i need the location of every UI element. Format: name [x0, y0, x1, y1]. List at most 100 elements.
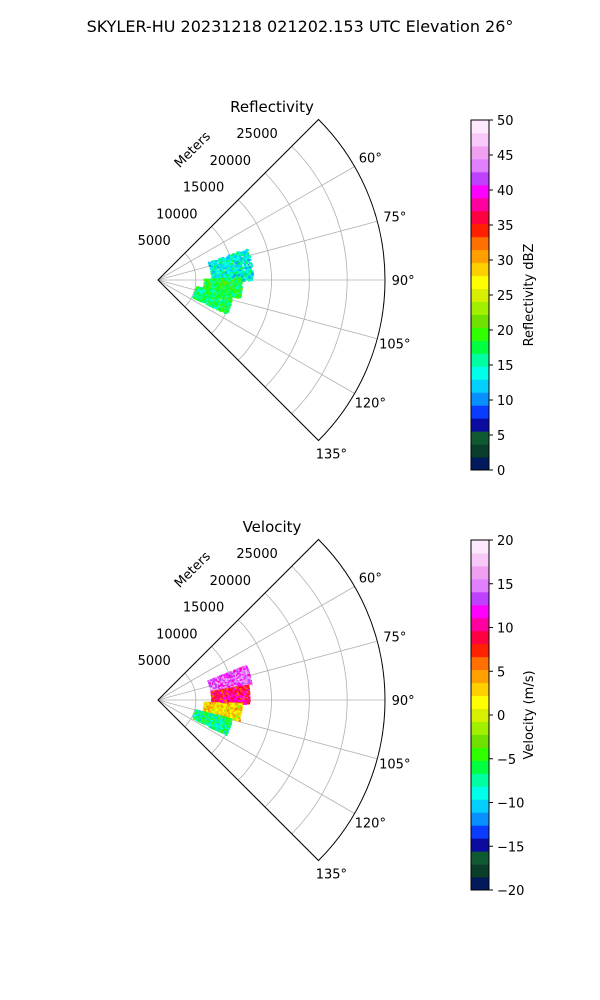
- echo-pixel: [223, 311, 226, 314]
- echo-pixel: [234, 291, 237, 294]
- echo-pixel: [226, 678, 229, 680]
- echo-pixel: [251, 275, 254, 278]
- echo-pixel: [224, 265, 227, 268]
- colorbar-segment: [471, 353, 489, 367]
- echo-pixel: [199, 287, 202, 290]
- colorbar-segment: [471, 132, 489, 147]
- echo-pixel: [234, 687, 237, 690]
- echo-pixel: [247, 270, 250, 273]
- echo-pixel: [202, 297, 205, 300]
- echo-pixel: [238, 686, 241, 689]
- echo-pixel: [216, 687, 219, 690]
- echo-pixel: [228, 301, 231, 304]
- echo-pixel: [240, 695, 243, 698]
- colorbar-tick-label: 45: [497, 149, 514, 164]
- echo-pixel: [231, 672, 234, 675]
- echo-pixel: [226, 296, 229, 299]
- plot-title: Reflectivity: [230, 98, 314, 116]
- colorbar-segment: [471, 120, 489, 134]
- echo-pixel: [229, 294, 232, 297]
- echo-pixel: [220, 290, 223, 293]
- echo-pixel: [239, 677, 242, 680]
- echo-pixel: [247, 252, 249, 255]
- colorbar-segment: [471, 444, 489, 458]
- echo-pixel: [211, 698, 214, 701]
- echo-pixel: [245, 253, 248, 256]
- echo-pixel: [227, 279, 230, 282]
- colorbar-segment: [471, 431, 489, 445]
- echo-pixel: [235, 256, 238, 258]
- echo-pixel: [225, 692, 228, 695]
- echo-pixel: [195, 297, 198, 300]
- echo-pixel: [208, 289, 211, 292]
- echo-pixel: [232, 688, 235, 691]
- echo-pixel: [243, 279, 246, 282]
- echo-pixel: [250, 279, 253, 282]
- colorbar-tick-label: 10: [497, 394, 514, 409]
- echo-pixel: [234, 702, 237, 705]
- echo-pixel: [211, 260, 213, 263]
- theta-tick-label: 60°: [359, 151, 382, 166]
- echo-pixel: [241, 702, 244, 705]
- echo-pixel: [232, 292, 234, 295]
- colorbar-segment: [471, 340, 489, 354]
- echo-pixel: [238, 289, 241, 292]
- echo-pixel: [248, 693, 251, 696]
- echo-pixel: [208, 262, 211, 265]
- echo-pixel: [224, 299, 227, 302]
- echo-pixel: [229, 266, 232, 269]
- echo-pixel: [230, 685, 233, 688]
- echo-pixel: [240, 257, 243, 260]
- echo-pixel: [222, 294, 225, 297]
- radial-tick-label: 25000: [236, 127, 277, 142]
- echo-pixel: [240, 697, 243, 700]
- echo-pixel: [223, 264, 226, 267]
- echo-pixel: [217, 304, 220, 307]
- echo-pixel: [238, 277, 241, 280]
- echo-pixel: [243, 668, 246, 671]
- echo-pixel: [217, 298, 220, 301]
- echo-pixel: [223, 275, 226, 277]
- echo-pixel: [224, 693, 227, 696]
- echo-pixel: [222, 690, 225, 693]
- echo-pixel: [198, 299, 201, 302]
- echo-pixel: [234, 292, 237, 295]
- echo-pixel: [239, 271, 241, 274]
- echo-pixel: [213, 286, 216, 289]
- echo-pixel: [240, 274, 243, 277]
- echo-pixel: [222, 677, 225, 680]
- echo-pixel: [250, 277, 253, 280]
- echo-pixel: [213, 693, 216, 696]
- echo-pixel: [230, 280, 233, 283]
- echo-pixel: [219, 289, 222, 292]
- echo-pixel: [223, 280, 225, 283]
- echo-pixel: [245, 267, 248, 270]
- echo-pixel: [198, 293, 201, 296]
- echo-pixel: [236, 693, 239, 696]
- echo-pixel: [212, 278, 215, 281]
- echo-pixel: [202, 289, 205, 292]
- echo-pixel: [235, 266, 238, 269]
- echo-pixel: [216, 684, 219, 687]
- echo-pixel: [219, 700, 222, 703]
- echo-pixel: [220, 258, 223, 261]
- echo-pixel: [216, 700, 219, 703]
- echo-pixel: [249, 268, 252, 271]
- echo-pixel: [225, 673, 228, 676]
- echo-pixel: [215, 299, 218, 302]
- colorbar-tick-label: 25: [497, 289, 514, 304]
- echo-pixel: [229, 272, 232, 275]
- echo-pixel: [243, 693, 246, 696]
- echo-pixel: [213, 684, 216, 686]
- echo-pixel: [221, 305, 224, 308]
- echo-pixel: [239, 687, 242, 690]
- echo-pixel: [239, 288, 242, 291]
- echo-pixel: [236, 680, 239, 683]
- echo-pixel: [205, 278, 207, 281]
- echo-pixel: [239, 294, 242, 296]
- echo-pixel: [214, 678, 217, 681]
- radial-tick-label: 5000: [138, 234, 171, 249]
- echo-pixel: [223, 698, 226, 700]
- radial-tick-label: 20000: [210, 154, 251, 169]
- echo-pixel: [231, 257, 234, 260]
